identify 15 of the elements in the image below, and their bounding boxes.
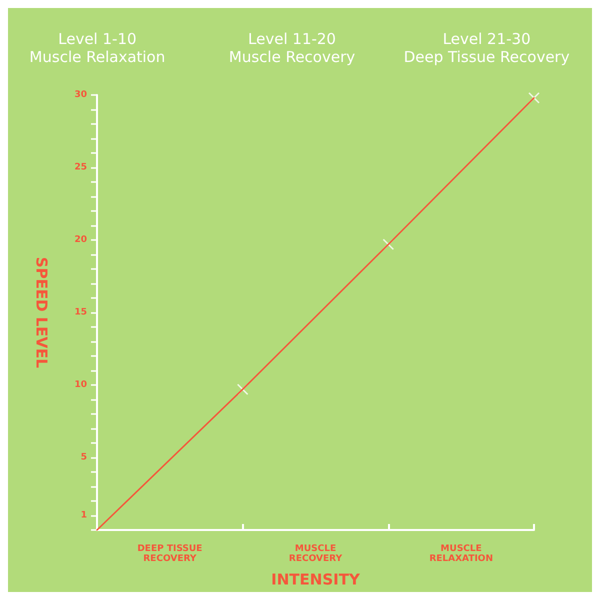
y-tick-label: 5 [80, 452, 87, 462]
y-tick-label: 1 [80, 510, 87, 520]
y-tick-label: 10 [74, 380, 87, 390]
x-axis-title: INTENSITY [271, 570, 361, 588]
text: MUSCLE RELAXATION [429, 544, 493, 564]
y-tick-label: 30 [74, 90, 87, 100]
y-tick-label: 15 [74, 308, 87, 318]
text: Level 1-10 Muscle Relaxation [29, 30, 166, 66]
y-tick-label: 25 [74, 162, 87, 172]
y-axis-title: SPEED LEVEL [32, 256, 50, 369]
text: Level 11-20 Muscle Recovery [228, 30, 356, 66]
y-tick-label: 20 [74, 235, 87, 245]
text: Level 21-30 Deep Tissue Recovery [404, 30, 570, 66]
text: DEEP TISSUE RECOVERY [137, 544, 202, 564]
text: MUSCLE RECOVERY [288, 544, 343, 564]
